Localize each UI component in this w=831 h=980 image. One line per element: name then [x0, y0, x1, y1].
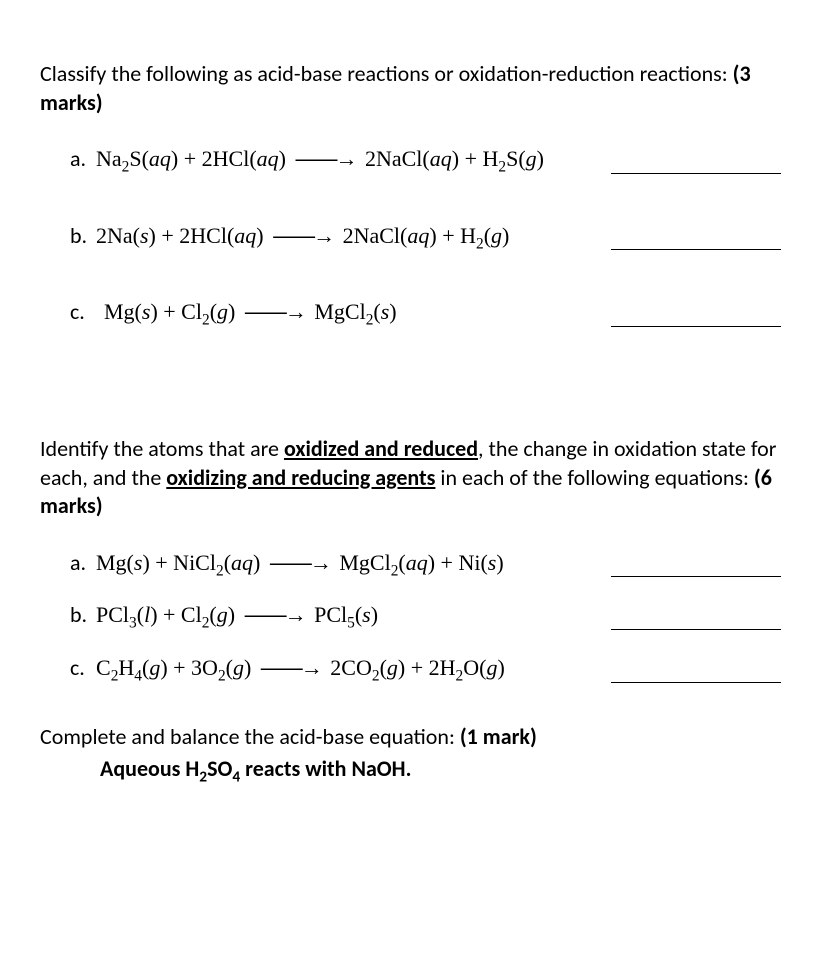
q1-prompt-text: Classify the following as acid-base reac…	[40, 60, 733, 87]
item-label: b.	[70, 601, 96, 630]
answer-blank[interactable]	[611, 658, 781, 682]
equation: C2H4(g) + 3O2(g) ——→ 2CO2(g) + 2H2O(g)	[96, 654, 505, 683]
q2-text-c: in each of the following equations:	[435, 464, 753, 491]
q2-u2: oxidizing and reducing agents	[166, 464, 435, 491]
q2-u1: oxidized and reduced	[284, 435, 478, 462]
item-label: a.	[70, 549, 96, 578]
item-label: b.	[70, 222, 96, 251]
q3: Complete and balance the acid-base equat…	[40, 723, 791, 784]
q2-text-a: Identify the atoms that are	[40, 435, 284, 462]
q2-items: a. Mg(s) + NiCl2(aq) ——→ MgCl2(aq) + Ni(…	[40, 549, 791, 683]
answer-blank[interactable]	[611, 226, 781, 250]
equation: 2Na(s) + 2HCl(aq) ——→ 2NaCl(aq) + H2(g)	[96, 222, 509, 251]
answer-blank[interactable]	[611, 553, 781, 577]
q1-items: a. Na2S(aq) + 2HCl(aq) ——→ 2NaCl(aq) + H…	[40, 145, 791, 327]
answer-blank[interactable]	[611, 606, 781, 630]
q1-prompt: Classify the following as acid-base reac…	[40, 60, 791, 117]
q2-prompt: Identify the atoms that are oxidized and…	[40, 435, 791, 521]
q1-item-a: a. Na2S(aq) + 2HCl(aq) ——→ 2NaCl(aq) + H…	[70, 145, 791, 174]
q3-prompt: Complete and balance the acid-base equat…	[40, 723, 791, 752]
q2-item-c: c. C2H4(g) + 3O2(g) ——→ 2CO2(g) + 2H2O(g…	[70, 654, 791, 683]
equation: Mg(s) + Cl2(g) ——→ MgCl2(s)	[104, 298, 397, 327]
answer-blank[interactable]	[611, 150, 781, 174]
item-label: a.	[70, 145, 96, 174]
q1-item-b: b. 2Na(s) + 2HCl(aq) ——→ 2NaCl(aq) + H2(…	[70, 222, 791, 251]
q3-prompt-text: Complete and balance the acid-base equat…	[40, 723, 460, 750]
q3-statement: Aqueous H2SO4 reacts with NaOH.	[40, 755, 791, 784]
q2-item-a: a. Mg(s) + NiCl2(aq) ——→ MgCl2(aq) + Ni(…	[70, 549, 791, 578]
q2-item-b: b. PCl3(l) + Cl2(g) ——→ PCl5(s)	[70, 601, 791, 630]
item-label: c.	[70, 298, 104, 327]
equation: Mg(s) + NiCl2(aq) ——→ MgCl2(aq) + Ni(s)	[96, 549, 504, 578]
equation: PCl3(l) + Cl2(g) ——→ PCl5(s)	[96, 601, 378, 630]
q3-marks: (1 mark)	[460, 723, 537, 750]
equation: Na2S(aq) + 2HCl(aq) ——→ 2NaCl(aq) + H2S(…	[96, 145, 544, 174]
q1-item-c: c. Mg(s) + Cl2(g) ——→ MgCl2(s)	[70, 298, 791, 327]
answer-blank[interactable]	[611, 303, 781, 327]
item-label: c.	[70, 654, 96, 683]
